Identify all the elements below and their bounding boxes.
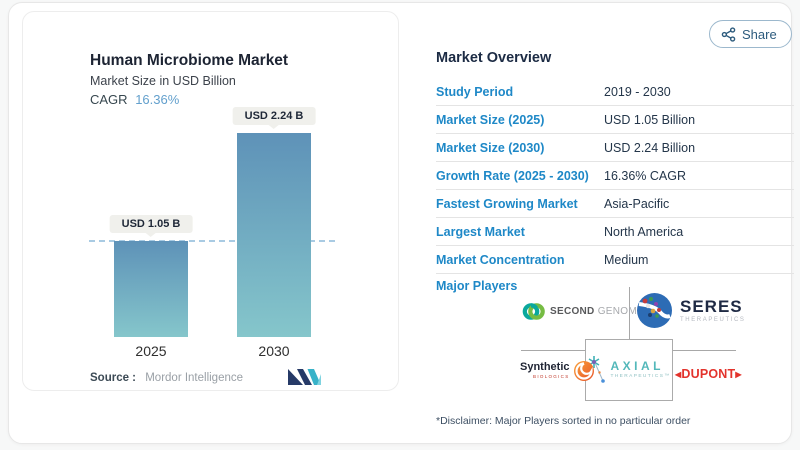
chart-title: Human Microbiome Market [90, 52, 289, 69]
row-value: 16.36% CAGR [604, 168, 686, 183]
axial-wordmark: AXIAL THERAPEUTICS™ [610, 359, 671, 380]
infographic-card: Share Human Microbiome Market Market Siz… [8, 2, 794, 444]
x-axis-label-2025: 2025 [135, 343, 167, 359]
chart-subtitle: Market Size in USD Billion [90, 74, 236, 88]
dupont-logo: ◀ DUPONT ▶ [675, 367, 742, 381]
second-genome-rings-icon [522, 300, 545, 323]
share-icon [721, 26, 736, 42]
table-row: Market Size (2025) USD 1.05 Billion [436, 106, 794, 134]
row-value: 2019 - 2030 [604, 84, 671, 99]
reference-dashed-line [89, 240, 337, 243]
source-label: Source : [90, 372, 137, 384]
row-label: Market Size (2025) [436, 112, 545, 127]
axial-therapeutics-logo: AXIAL THERAPEUTICS™ [585, 339, 673, 401]
bar-value-label-2030: USD 2.24 B [232, 107, 316, 125]
row-value: USD 2.24 Billion [604, 140, 696, 155]
second-genome-wordmark: SECOND GENOME [550, 306, 644, 317]
bar-2025[interactable] [114, 241, 188, 337]
source-name: Mordor Intelligence [145, 372, 244, 384]
row-label: Market Concentration [436, 252, 565, 267]
major-players-label: Major Players [436, 279, 518, 293]
overview-title: Market Overview [436, 50, 552, 66]
source-row: Source : Mordor Intelligence [90, 372, 243, 384]
row-label: Largest Market [436, 224, 525, 239]
share-button-label: Share [742, 26, 777, 42]
axial-molecule-icon [587, 353, 607, 387]
synthetic-swirl-icon [573, 360, 595, 382]
synthetic-biologics-logo: Synthetic BIOLOGICS [520, 360, 595, 382]
row-label: Growth Rate (2025 - 2030) [436, 168, 589, 183]
row-value: USD 1.05 Billion [604, 112, 696, 127]
x-axis-label-2030: 2030 [258, 343, 290, 359]
bar-value-label-2025: USD 1.05 B [109, 215, 193, 233]
table-row: Market Concentration Medium [436, 246, 794, 274]
row-label: Study Period [436, 84, 514, 99]
table-row: Growth Rate (2025 - 2030) 16.36% CAGR [436, 162, 794, 190]
market-chart-card: Human Microbiome Market Market Size in U… [22, 11, 399, 391]
second-genome-logo: SECOND GENOME [522, 300, 644, 323]
table-row: Largest Market North America [436, 218, 794, 246]
cagr-value: 16.36% [135, 92, 180, 107]
dupont-left-mark: ◀ [675, 369, 682, 379]
table-row: Fastest Growing Market Asia-Pacific [436, 190, 794, 218]
table-row: Market Size (2030) USD 2.24 Billion [436, 134, 794, 162]
dupont-wordmark: DUPONT [681, 367, 736, 381]
row-value: Asia-Pacific [604, 196, 670, 211]
dupont-right-mark: ▶ [735, 369, 742, 379]
seres-mosaic-icon [636, 292, 673, 329]
row-value: Medium [604, 252, 649, 267]
synthetic-wordmark: Synthetic BIOLOGICS [520, 361, 570, 380]
bar-2030[interactable] [237, 133, 311, 337]
seres-therapeutics-logo: SERES THERAPEUTICS [636, 292, 746, 329]
players-connector-left [521, 350, 585, 351]
seres-wordmark: SERES THERAPEUTICS [680, 297, 746, 323]
row-label: Fastest Growing Market [436, 196, 578, 211]
row-label: Market Size (2030) [436, 140, 545, 155]
players-connector-vertical [629, 287, 630, 339]
table-row: Study Period 2019 - 2030 [436, 78, 794, 106]
chart-cagr: CAGR 16.36% [90, 92, 179, 107]
overview-table: Study Period 2019 - 2030 Market Size (20… [436, 78, 794, 274]
row-value: North America [604, 224, 684, 239]
cagr-label: CAGR [90, 92, 128, 107]
players-connector-right [673, 350, 736, 351]
share-button[interactable]: Share [709, 20, 792, 48]
mordor-intelligence-logo-icon [287, 366, 322, 392]
disclaimer-text: *Disclaimer: Major Players sorted in no … [436, 415, 691, 427]
